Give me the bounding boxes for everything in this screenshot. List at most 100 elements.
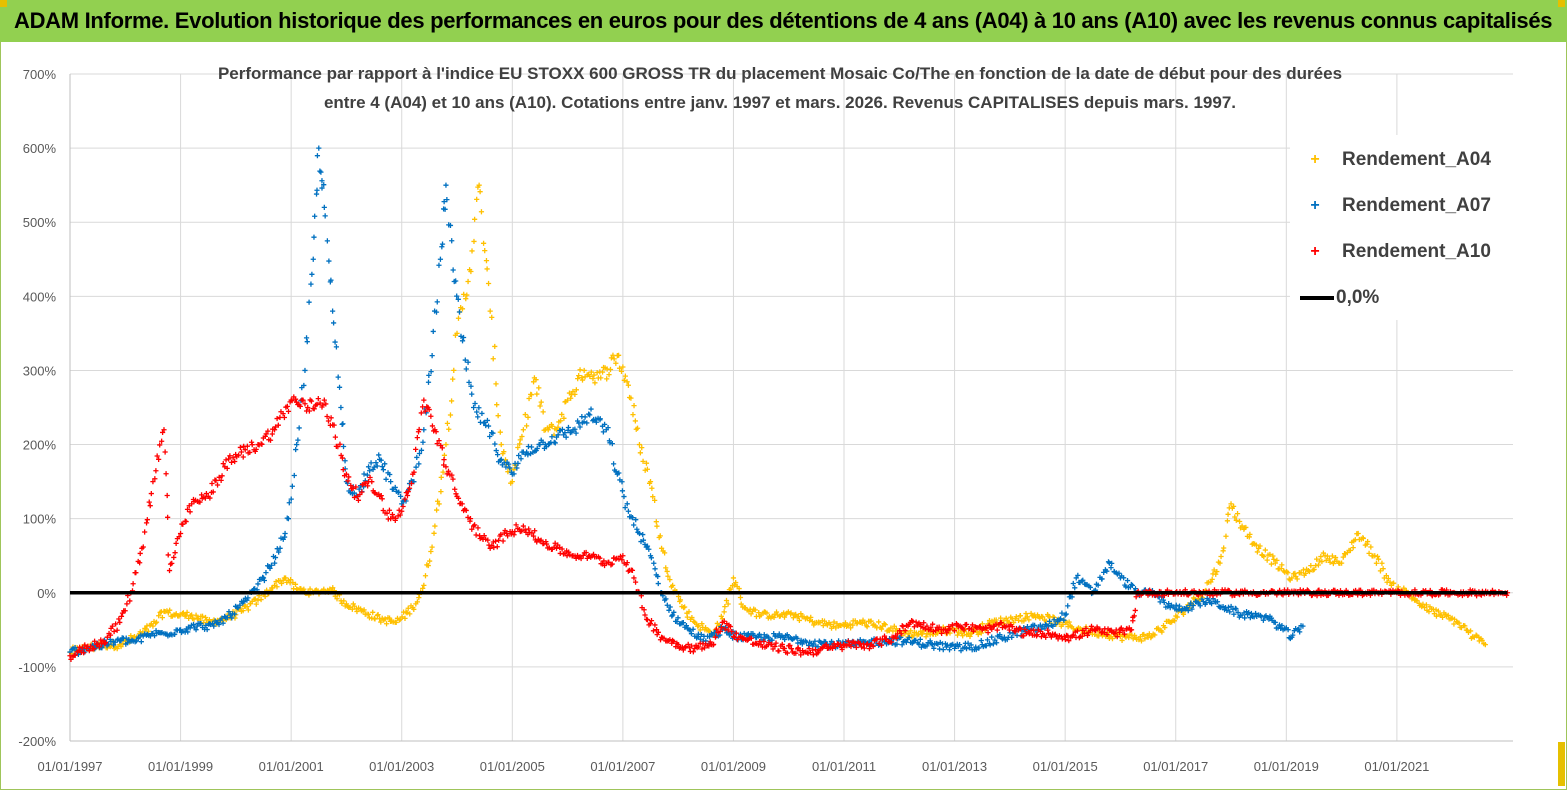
x-tick-label: 01/01/2005 <box>480 759 545 774</box>
point-rendement-a07-trail <box>1079 578 1085 584</box>
point-rendement-a07-trail <box>1058 616 1064 622</box>
point-rendement-a04 <box>520 427 526 433</box>
point-rendement-a10-trail <box>806 645 812 652</box>
point-rendement-a10-trail <box>463 507 469 514</box>
point-rendement-a10-trail <box>147 503 153 509</box>
point-rendement-a04-trail <box>152 620 159 626</box>
point-rendement-a07-trail <box>291 472 297 479</box>
point-rendement-a04 <box>487 308 493 314</box>
point-rendement-a10-trail <box>269 431 275 437</box>
point-rendement-a04-trail <box>773 609 780 615</box>
point-rendement-a04-trail <box>1180 611 1187 617</box>
point-rendement-a10-trail <box>496 537 502 543</box>
point-rendement-a07-trail <box>927 638 933 644</box>
point-rendement-a10-trail <box>236 452 242 458</box>
point-rendement-a10-trail <box>111 628 117 635</box>
point-rendement-a07-trail <box>646 546 652 552</box>
point-rendement-a07-trail <box>899 642 905 648</box>
point-rendement-a07 <box>310 256 316 262</box>
point-rendement-a04-trail <box>495 413 501 419</box>
point-rendement-a07-trail <box>314 153 321 159</box>
point-rendement-a07-trail <box>1061 617 1067 623</box>
point-rendement-a04-trail <box>862 619 868 625</box>
point-rendement-a04-trail <box>630 412 636 418</box>
point-rendement-a04-trail <box>403 609 409 615</box>
point-rendement-a04-trail <box>649 485 655 491</box>
point-rendement-a07-trail <box>1246 610 1252 616</box>
point-rendement-a10-trail <box>244 443 250 449</box>
point-rendement-a07 <box>587 412 593 418</box>
point-rendement-a04-trail <box>1439 614 1446 620</box>
point-rendement-a04-trail <box>307 586 313 592</box>
point-rendement-a10-trail <box>701 645 708 651</box>
point-rendement-a07-trail <box>138 639 144 645</box>
point-rendement-a10-trail <box>346 474 352 480</box>
point-rendement-a07-trail <box>950 641 956 647</box>
point-rendement-a04-trail <box>1213 571 1219 577</box>
point-rendement-a10-trail <box>411 469 417 475</box>
point-rendement-a10-trail <box>351 494 358 501</box>
point-rendement-a04-trail <box>771 614 777 621</box>
point-rendement-a04-trail <box>494 402 500 408</box>
point-rendement-a07-trail <box>308 281 314 287</box>
point-rendement-a04-trail <box>1126 634 1132 641</box>
corner-handle-bottom-right[interactable] <box>1558 742 1565 786</box>
point-rendement-a10-trail <box>710 641 717 647</box>
point-rendement-a07-trail <box>565 424 572 431</box>
point-rendement-a10-trail <box>644 617 651 623</box>
point-rendement-a04-trail <box>436 501 442 507</box>
point-rendement-a04-trail <box>1243 524 1249 531</box>
point-rendement-a10-trail <box>893 635 899 641</box>
point-rendement-a07-trail <box>648 555 654 561</box>
point-rendement-a07 <box>260 575 267 581</box>
point-rendement-a04 <box>1421 605 1428 611</box>
point-rendement-a07 <box>330 308 336 314</box>
point-rendement-a04-trail <box>1315 562 1322 568</box>
point-rendement-a10 <box>161 427 167 433</box>
point-rendement-a07-trail <box>335 374 341 380</box>
point-rendement-a07 <box>365 464 372 470</box>
point-rendement-a07-trail <box>342 458 348 464</box>
point-rendement-a04-trail <box>1060 621 1066 627</box>
point-rendement-a10-trail <box>180 521 186 527</box>
point-rendement-a07 <box>1073 575 1079 581</box>
point-rendement-a07-trail <box>1208 601 1215 607</box>
point-rendement-a10-trail <box>1074 628 1081 634</box>
point-rendement-a10-trail <box>338 452 344 459</box>
point-rendement-a04-trail <box>1209 576 1215 582</box>
point-rendement-a04 <box>647 479 654 485</box>
point-rendement-a10-trail <box>163 471 169 477</box>
point-rendement-a10-trail <box>538 537 544 543</box>
point-rendement-a07-trail <box>518 456 524 462</box>
point-rendement-a04-trail <box>1152 632 1158 638</box>
point-rendement-a10-trail <box>727 623 733 630</box>
point-rendement-a10-trail <box>772 643 778 650</box>
point-rendement-a07-trail <box>687 627 693 633</box>
point-rendement-a07-trail <box>374 463 380 469</box>
point-rendement-a04-trail <box>664 568 670 575</box>
point-rendement-a10-trail <box>492 538 499 544</box>
point-rendement-a07-trail <box>1228 603 1234 610</box>
point-rendement-a10-trail <box>1048 634 1054 640</box>
point-rendement-a10-trail <box>379 496 385 502</box>
point-rendement-a10-trail <box>1034 632 1040 638</box>
point-rendement-a07-trail <box>472 400 478 407</box>
point-rendement-a07-trail <box>667 604 673 610</box>
point-rendement-a04 <box>1217 560 1223 566</box>
point-rendement-a07-trail <box>447 222 454 229</box>
point-rendement-a10-trail <box>324 413 330 420</box>
point-rendement-a04-trail <box>876 619 882 625</box>
point-rendement-a04 <box>1339 560 1345 566</box>
point-rendement-a07-trail <box>776 631 782 637</box>
corner-handle-top-right[interactable] <box>1558 0 1565 7</box>
point-rendement-a10-trail <box>396 507 402 513</box>
point-rendement-a07-trail <box>1235 609 1241 616</box>
point-rendement-a07 <box>1272 619 1278 626</box>
point-rendement-a04-trail <box>1423 602 1429 608</box>
point-rendement-a07-trail <box>1220 603 1226 610</box>
point-rendement-a04-trail <box>1445 612 1451 618</box>
point-rendement-a07-trail <box>351 490 357 496</box>
point-rendement-a10-trail <box>107 632 114 638</box>
point-rendement-a04-trail <box>492 343 498 350</box>
corner-handle-top-left[interactable] <box>0 0 7 7</box>
